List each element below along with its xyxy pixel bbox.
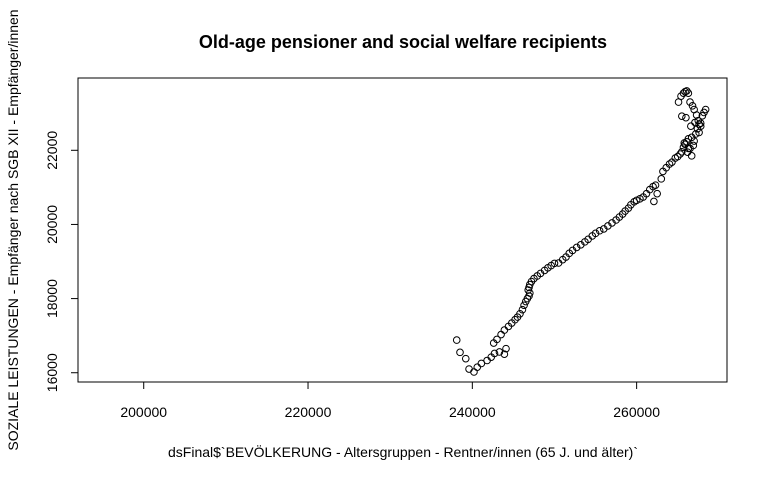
data-point [657, 175, 666, 183]
x-tick-label: 200000 [120, 404, 167, 420]
data-point [500, 350, 509, 358]
data-point [495, 348, 504, 356]
data-point [650, 197, 658, 206]
data-point [493, 335, 501, 344]
data-point [500, 326, 509, 334]
data-point [684, 144, 693, 153]
data-point [684, 89, 693, 97]
y-tick-label: 18000 [44, 279, 60, 318]
y-axis-label: SOZIALE LEISTUNGEN - Empfänger nach SGB … [5, 9, 21, 450]
data-point [525, 292, 533, 300]
data-point [473, 363, 482, 371]
data-point [490, 349, 499, 358]
data-point [682, 113, 690, 122]
data-point [461, 354, 470, 363]
data-point [673, 152, 682, 161]
data-point [518, 305, 527, 314]
data-point [694, 116, 703, 125]
data-point [595, 226, 604, 235]
data-points [452, 87, 710, 376]
x-tick-label: 240000 [449, 404, 496, 420]
data-point [678, 112, 686, 120]
data-point [465, 365, 473, 373]
x-axis-label: dsFinal$`BEVÖLKERUNG - Altersgruppen - R… [168, 443, 638, 460]
data-point [687, 122, 695, 130]
data-point [682, 87, 691, 95]
data-point [572, 243, 581, 252]
y-tick-label: 22000 [44, 131, 60, 170]
y-tick-label: 20000 [44, 205, 60, 244]
data-point [456, 348, 464, 357]
chart-title: Old-age pensioner and social welfare rec… [199, 32, 607, 52]
data-point [696, 119, 705, 128]
data-point [452, 336, 461, 344]
data-point [687, 133, 696, 142]
data-point [651, 181, 660, 189]
data-point [687, 152, 696, 160]
data-point [591, 229, 600, 238]
data-point [502, 344, 510, 353]
data-point [676, 150, 684, 158]
data-point [550, 259, 559, 268]
x-tick-label: 260000 [613, 404, 660, 420]
data-point [701, 105, 710, 114]
data-point [511, 315, 519, 324]
data-point [497, 330, 505, 339]
data-point [678, 147, 686, 156]
data-point [692, 111, 701, 119]
data-point [520, 301, 528, 310]
y-axis: 16000 18000 20000 22000 [44, 131, 79, 392]
data-point [680, 139, 689, 147]
data-point [695, 120, 703, 129]
data-point [686, 98, 694, 106]
plot-frame [77, 77, 728, 383]
data-point [683, 148, 692, 156]
data-point [470, 368, 478, 376]
data-point [688, 102, 697, 110]
data-point [665, 160, 674, 168]
data-point [516, 309, 524, 318]
x-tick-label: 220000 [285, 404, 332, 420]
data-point [653, 189, 661, 198]
x-axis: 200000 220000 240000 260000 [120, 381, 660, 420]
y-tick-label: 16000 [44, 353, 60, 392]
data-point [477, 359, 486, 368]
data-point [690, 137, 698, 145]
